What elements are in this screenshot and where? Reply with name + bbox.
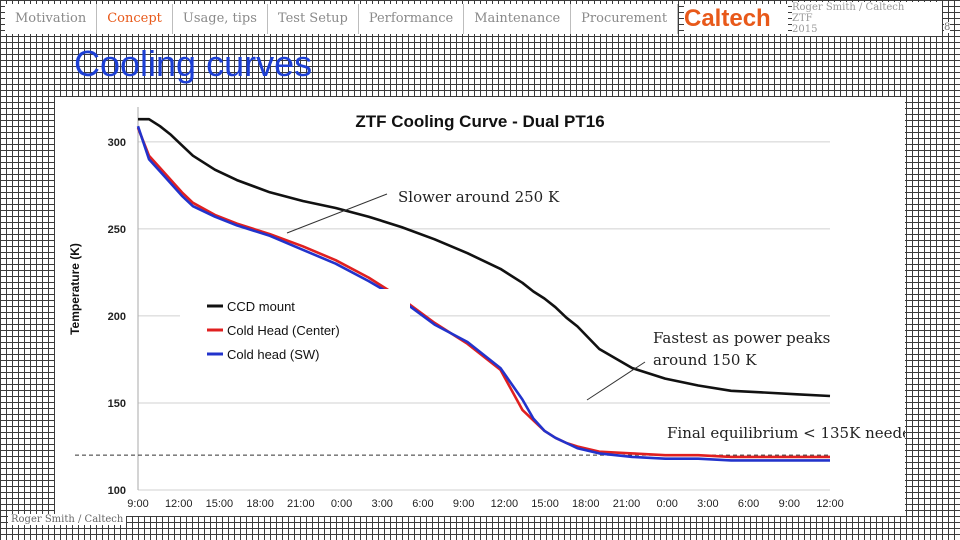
series-line-2: [136, 125, 830, 462]
x-tick-17: 12:00: [816, 498, 844, 510]
slide-title: Cooling curves: [74, 43, 313, 84]
annotation-equilibrium: Final equilibrium < 135K needed to go: [667, 424, 905, 442]
annotation-fastest-2: around 150 K: [653, 351, 757, 369]
x-tick-4: 21:00: [287, 498, 315, 510]
annotation-slower: Slower around 250 K: [398, 188, 560, 206]
x-tick-7: 6:00: [412, 498, 433, 510]
tab-motivation[interactable]: Motivation: [5, 4, 98, 34]
tab-concept[interactable]: Concept: [97, 4, 173, 34]
chart-panel: ZTF Cooling Curve - Dual PT16 Temperatur…: [55, 97, 960, 516]
x-tick-1: 12:00: [165, 498, 193, 510]
series-line-0: [138, 117, 831, 398]
x-tick-5: 0:00: [331, 498, 352, 510]
annotation-arrow-250k: [286, 193, 388, 234]
x-tick-11: 18:00: [572, 498, 600, 510]
annotation-arrow-150k: [586, 361, 646, 401]
x-tick-2: 15:00: [206, 498, 234, 510]
x-tick-6: 3:00: [372, 498, 393, 510]
y-tick-300: 300: [108, 137, 126, 149]
x-tick-3: 18:00: [246, 498, 274, 510]
y-tick-150: 150: [108, 398, 126, 410]
annotation-fastest-1: Fastest as power peaks: [653, 329, 830, 347]
tab-procurement[interactable]: Procurement: [571, 4, 679, 34]
caltech-logo: Caltech: [684, 4, 788, 34]
legend: CCD mount Cold Head (Center) Cold head (SW…: [180, 289, 410, 371]
tab-performance[interactable]: Performance: [359, 4, 465, 34]
annotation-box: [661, 418, 905, 442]
cooling-chart: ZTF Cooling Curve - Dual PT16 Temperatur…: [68, 107, 960, 510]
legend-label-1: Cold Head (Center): [227, 323, 340, 338]
x-tick-8: 9:00: [453, 498, 474, 510]
x-tick-13: 0:00: [656, 498, 677, 510]
x-tick-12: 21:00: [613, 498, 641, 510]
x-tick-15: 6:00: [738, 498, 759, 510]
x-tick-labels: 9:00 12:00 15:00 18:00 21:00 0:00 3:00 6:00 9:00…: [127, 498, 843, 510]
y-tick-100: 100: [108, 485, 126, 497]
series-line-1: [136, 127, 830, 459]
meta-year: 2015: [792, 24, 818, 35]
tab-test-setup[interactable]: Test Setup: [268, 4, 359, 34]
x-tick-0: 9:00: [127, 498, 148, 510]
nav-bar: Motivation Concept Usage, tips Test Setu…: [5, 4, 679, 34]
y-tick-200: 200: [108, 311, 126, 323]
tab-usage-tips[interactable]: Usage, tips: [173, 4, 268, 34]
chart-title: ZTF Cooling Curve - Dual PT16: [355, 112, 604, 131]
y-tick-250: 250: [108, 224, 126, 236]
slide-meta: Roger Smith / Caltech ZTF 2015: [792, 2, 942, 36]
x-tick-9: 12:00: [491, 498, 519, 510]
x-tick-10: 15:00: [531, 498, 559, 510]
meta-project: ZTF: [792, 13, 813, 24]
meta-author: Roger Smith / Caltech: [792, 2, 905, 13]
legend-label-2: Cold head (SW): [227, 347, 319, 362]
series-lines: [136, 117, 831, 462]
legend-label-0: CCD mount: [227, 299, 295, 314]
y-tick-labels: 100 150 200 250 300: [108, 137, 126, 497]
x-tick-14: 3:00: [697, 498, 718, 510]
slide-number: 8: [944, 22, 951, 33]
x-tick-16: 9:00: [779, 498, 800, 510]
annotations: Slower around 250 K Fastest as power pea…: [286, 188, 960, 442]
y-axis-label: Temperature (K): [68, 243, 82, 335]
tab-maintenance[interactable]: Maintenance: [464, 4, 572, 34]
slide-footer: Roger Smith / Caltech: [8, 514, 127, 525]
